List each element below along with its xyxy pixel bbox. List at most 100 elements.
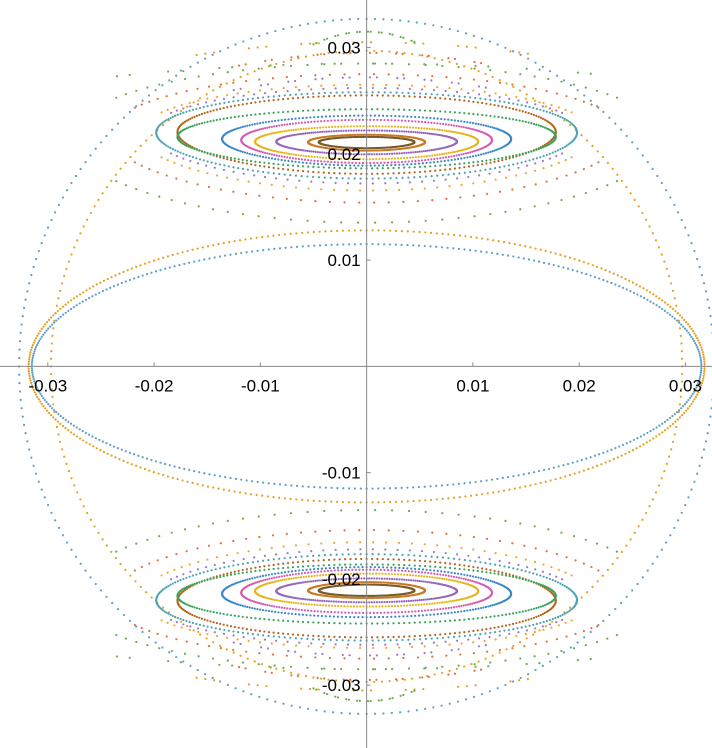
series-10-point <box>226 117 229 120</box>
series-7-point <box>310 642 313 645</box>
series-12-point <box>298 569 301 572</box>
series-2-point <box>660 548 663 551</box>
series-2-point <box>373 17 377 21</box>
series-10-point <box>381 563 384 566</box>
series-9-point <box>322 559 325 562</box>
series-2-point <box>182 70 185 73</box>
series-6-point <box>570 574 573 577</box>
series-10-point <box>518 153 521 156</box>
series-8-point <box>556 581 560 584</box>
series-10-point <box>472 161 475 164</box>
series-6-point <box>188 628 191 631</box>
series-2-point <box>480 693 484 696</box>
series-14-point <box>314 579 317 582</box>
series-5-point <box>245 537 248 540</box>
series-4-point <box>158 83 161 86</box>
series-1-point <box>582 469 585 472</box>
series-11-point <box>433 572 436 575</box>
series-2-point <box>26 290 29 293</box>
series-8-point <box>160 140 163 144</box>
series-8-point <box>185 110 188 113</box>
series-0-point <box>598 277 601 280</box>
series-13-point <box>271 149 274 152</box>
series-3-point <box>678 403 682 406</box>
series-3-point <box>134 150 137 153</box>
series-8-point <box>389 91 392 94</box>
series-1-point <box>152 470 156 474</box>
series-9-point <box>206 619 209 622</box>
series-8-point <box>507 566 510 569</box>
series-9-point <box>200 112 204 116</box>
series-8-point <box>463 171 466 174</box>
series-8-point <box>441 93 445 97</box>
series-12-point <box>277 572 280 575</box>
series-6-point <box>215 174 219 177</box>
series-8-point <box>232 564 235 567</box>
series-3-point <box>50 357 53 360</box>
series-14-point <box>362 129 366 132</box>
series-13-point <box>310 574 313 578</box>
series-2-point <box>226 46 229 49</box>
series-0-point <box>671 315 674 318</box>
series-9-point <box>349 557 352 561</box>
series-1-point <box>238 491 242 494</box>
series-0-point <box>675 319 679 322</box>
series-8-point <box>251 97 254 100</box>
series-2-point <box>496 687 499 690</box>
series-9-point <box>206 111 209 114</box>
series-1-point <box>85 441 88 444</box>
series-3-point <box>455 667 458 670</box>
series-12-point <box>390 615 393 618</box>
series-12-point <box>377 114 381 117</box>
series-9-point <box>343 636 347 639</box>
series-14-point <box>345 152 348 156</box>
series-11-point <box>417 120 420 123</box>
series-5-point <box>299 531 303 534</box>
series-14-point <box>342 129 345 132</box>
series-12-point <box>328 615 331 618</box>
series-5-point <box>555 553 558 556</box>
series-8-point <box>294 556 298 559</box>
series-6-point <box>564 159 567 162</box>
series-1-point <box>135 265 138 268</box>
series-9-point <box>203 618 206 621</box>
series-3-point <box>51 395 54 398</box>
series-2-point <box>298 706 301 709</box>
series-1-point <box>157 258 160 261</box>
series-2-point <box>700 456 704 459</box>
series-0-point <box>661 307 664 311</box>
series-11-point <box>310 609 313 612</box>
series-12-point <box>270 157 274 160</box>
series-2-point <box>519 53 522 56</box>
series-8-point <box>545 576 548 579</box>
series-9-point <box>481 567 484 570</box>
series-4-point <box>441 512 444 515</box>
series-13-point <box>299 576 303 579</box>
series-8-point <box>278 635 281 639</box>
series-11-point <box>469 579 472 582</box>
series-3-point <box>67 470 70 473</box>
series-0-point <box>256 249 259 252</box>
series-4-point <box>170 649 173 653</box>
series-6-point <box>423 543 426 546</box>
series-13-point <box>440 577 444 580</box>
series-10-point <box>429 620 432 624</box>
series-13-point <box>387 605 390 608</box>
series-8-point <box>551 151 554 154</box>
series-13-point <box>477 140 480 144</box>
series-0-point <box>625 288 628 291</box>
series-9-point <box>476 101 479 104</box>
series-11-point <box>330 119 333 122</box>
series-10-point <box>493 158 496 161</box>
series-10-point <box>215 154 218 157</box>
series-5-point <box>148 100 151 103</box>
series-9-point <box>458 166 461 169</box>
series-11-point <box>369 118 372 121</box>
series-10-point <box>327 564 331 567</box>
series-7-point <box>432 89 436 92</box>
series-11-point <box>376 568 379 571</box>
series-14-point <box>325 600 328 603</box>
series-6-point <box>247 90 250 93</box>
series-9-point <box>485 162 488 165</box>
series-13-point <box>302 575 305 579</box>
